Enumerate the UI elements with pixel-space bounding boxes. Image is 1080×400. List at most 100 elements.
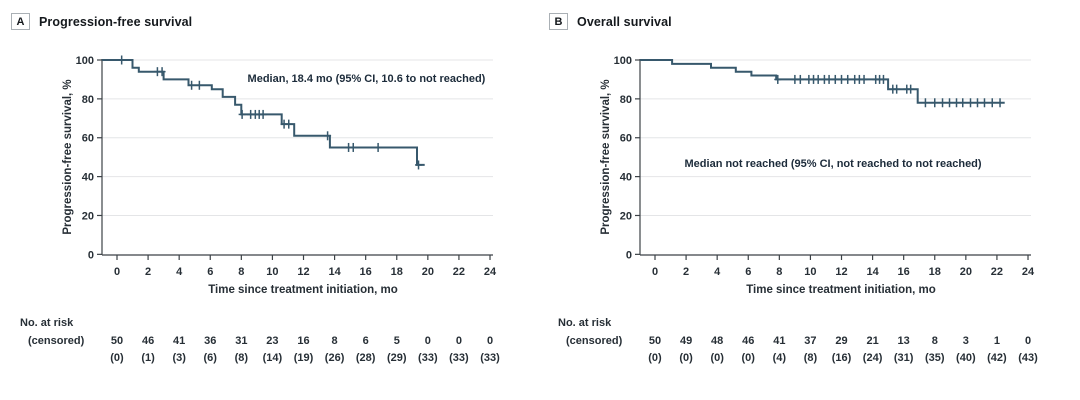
risk-censored-value: (0) bbox=[648, 352, 662, 364]
risk-censored-value: (4) bbox=[773, 352, 787, 364]
risk-at-risk-value: 8 bbox=[932, 335, 938, 347]
risk-censored-value: (28) bbox=[356, 352, 376, 364]
y-tick-label: 40 bbox=[620, 172, 632, 184]
risk-censored-value: (35) bbox=[925, 352, 945, 364]
risk-at-risk-value: 50 bbox=[111, 335, 123, 347]
panel-b-header: B Overall survival bbox=[549, 13, 672, 30]
y-tick-label: 60 bbox=[82, 133, 94, 145]
risk-at-risk-value: 1 bbox=[994, 335, 1000, 347]
panel-b-letter-badge: B bbox=[549, 13, 568, 30]
x-tick-label: 0 bbox=[114, 266, 120, 278]
risk-censored-value: (0) bbox=[742, 352, 756, 364]
x-tick-label: 20 bbox=[422, 266, 434, 278]
km-curve bbox=[102, 59, 425, 166]
risk-at-risk-value: 36 bbox=[204, 335, 216, 347]
y-tick-label: 100 bbox=[76, 55, 94, 67]
risk-at-risk-value: 46 bbox=[742, 335, 754, 347]
risk-at-risk-value: 41 bbox=[173, 335, 185, 347]
y-tick-label: 20 bbox=[620, 210, 632, 222]
x-tick-label: 18 bbox=[391, 266, 403, 278]
risk-censored-value: (26) bbox=[325, 352, 345, 364]
panel-a-letter-badge: A bbox=[11, 13, 30, 30]
risk-censored-value: (40) bbox=[956, 352, 976, 364]
risk-censored-value: (19) bbox=[294, 352, 314, 364]
risk-censored-value: (43) bbox=[1018, 352, 1038, 364]
risk-at-risk-value: 0 bbox=[1025, 335, 1031, 347]
risk-at-risk-value: 21 bbox=[866, 335, 878, 347]
risk-censored-value: (8) bbox=[235, 352, 249, 364]
x-tick-label: 0 bbox=[652, 266, 658, 278]
risk-censored-value: (33) bbox=[418, 352, 438, 364]
y-axis-title: Progression-free survival, % bbox=[600, 79, 612, 234]
y-tick-label: 80 bbox=[620, 94, 632, 106]
risk-censored-value: (31) bbox=[894, 352, 914, 364]
x-tick-label: 24 bbox=[1022, 266, 1035, 278]
panel-a-title: Progression-free survival bbox=[39, 14, 193, 29]
y-tick-label: 80 bbox=[82, 94, 94, 106]
x-tick-label: 22 bbox=[453, 266, 465, 278]
risk-censored-value: (8) bbox=[804, 352, 818, 364]
risk-at-risk-value: 50 bbox=[649, 335, 661, 347]
x-axis-title: Time since treatment initiation, mo bbox=[208, 284, 398, 296]
risk-at-risk-value: 16 bbox=[297, 335, 309, 347]
risk-at-risk-value: 31 bbox=[235, 335, 247, 347]
risk-censored-value: (42) bbox=[987, 352, 1007, 364]
x-tick-label: 24 bbox=[484, 266, 497, 278]
risk-at-risk-value: 37 bbox=[804, 335, 816, 347]
x-tick-label: 6 bbox=[745, 266, 751, 278]
x-tick-label: 14 bbox=[866, 266, 879, 278]
risk-censored-value: (33) bbox=[480, 352, 500, 364]
risk-at-risk-value: 49 bbox=[680, 335, 692, 347]
panel-b-title: Overall survival bbox=[577, 14, 672, 29]
y-tick-label: 20 bbox=[82, 210, 94, 222]
risk-censored-value: (0) bbox=[710, 352, 724, 364]
risk-at-risk-value: 48 bbox=[711, 335, 723, 347]
x-tick-label: 12 bbox=[297, 266, 309, 278]
x-tick-label: 8 bbox=[238, 266, 244, 278]
x-tick-label: 12 bbox=[835, 266, 847, 278]
risk-at-risk-value: 29 bbox=[835, 335, 847, 347]
risk-at-risk-value: 23 bbox=[266, 335, 278, 347]
risk-at-risk-value: 13 bbox=[898, 335, 910, 347]
x-tick-label: 6 bbox=[207, 266, 213, 278]
risk-censored-value: (6) bbox=[204, 352, 218, 364]
x-tick-label: 14 bbox=[328, 266, 341, 278]
y-tick-label: 0 bbox=[626, 249, 632, 261]
risk-table-label: No. at risk bbox=[558, 317, 612, 329]
risk-at-risk-value: 8 bbox=[332, 335, 338, 347]
median-annotation: Median not reached (95% CI, not reached … bbox=[685, 158, 982, 170]
y-tick-label: 0 bbox=[88, 249, 94, 261]
risk-at-risk-value: 3 bbox=[963, 335, 969, 347]
x-tick-label: 18 bbox=[929, 266, 941, 278]
x-axis-title: Time since treatment initiation, mo bbox=[746, 284, 936, 296]
x-tick-label: 16 bbox=[898, 266, 910, 278]
risk-table-censored-label: (censored) bbox=[28, 335, 85, 347]
x-tick-label: 4 bbox=[176, 266, 183, 278]
x-tick-label: 8 bbox=[776, 266, 782, 278]
risk-censored-value: (24) bbox=[863, 352, 883, 364]
risk-censored-value: (0) bbox=[679, 352, 693, 364]
y-tick-label: 60 bbox=[620, 133, 632, 145]
x-tick-label: 10 bbox=[266, 266, 278, 278]
panel-a-header: A Progression-free survival bbox=[11, 13, 192, 30]
x-tick-label: 2 bbox=[683, 266, 689, 278]
risk-censored-value: (33) bbox=[449, 352, 469, 364]
x-tick-label: 4 bbox=[714, 266, 721, 278]
risk-at-risk-value: 0 bbox=[487, 335, 493, 347]
risk-at-risk-value: 6 bbox=[363, 335, 369, 347]
panel-b: B Overall survival 0 20 40 60 80 100 0 2 4 6 8 10 12… bbox=[538, 0, 1080, 400]
risk-censored-value: (29) bbox=[387, 352, 407, 364]
x-tick-label: 20 bbox=[960, 266, 972, 278]
x-tick-label: 10 bbox=[804, 266, 816, 278]
risk-at-risk-value: 41 bbox=[773, 335, 785, 347]
risk-censored-value: (1) bbox=[141, 352, 155, 364]
median-annotation: Median, 18.4 mo (95% CI, 10.6 to not rea… bbox=[248, 73, 486, 85]
risk-censored-value: (16) bbox=[832, 352, 852, 364]
x-tick-label: 16 bbox=[360, 266, 372, 278]
risk-table-label: No. at risk bbox=[20, 317, 74, 329]
y-tick-label: 40 bbox=[82, 172, 94, 184]
risk-at-risk-value: 0 bbox=[425, 335, 431, 347]
